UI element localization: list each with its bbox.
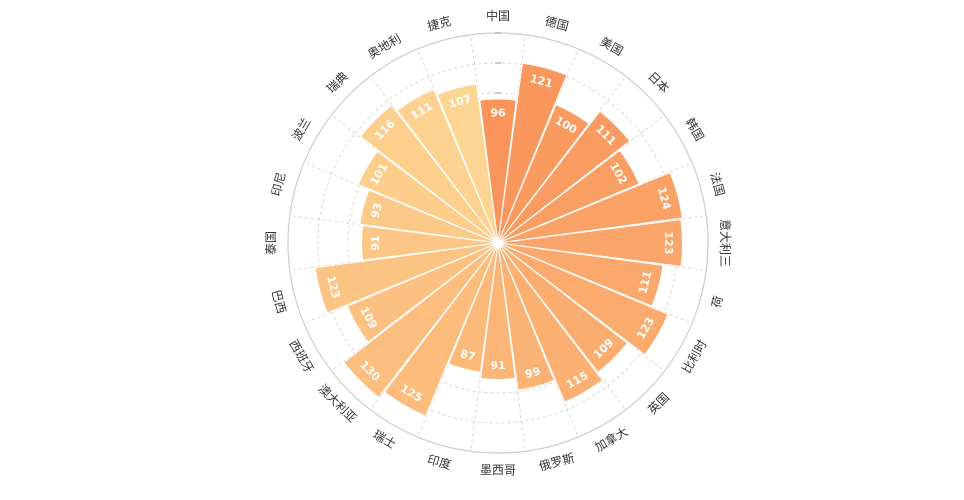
category-label: 印度 — [426, 451, 453, 472]
value-label: 87 — [459, 347, 477, 364]
bar-比利时 — [497, 242, 669, 356]
category-label: 墨西哥 — [480, 463, 516, 477]
bar-瑞典 — [359, 104, 499, 244]
bar-瑞士 — [383, 242, 499, 417]
category-label: 中国 — [486, 8, 510, 23]
category-label: 意大利三 — [718, 219, 733, 267]
category-label: 泰国 — [264, 231, 278, 255]
bar-荷 — [497, 242, 664, 307]
value-label: 96 — [490, 107, 506, 120]
bar-法国 — [497, 171, 683, 244]
bar-日本 — [497, 110, 631, 244]
center-dot — [496, 241, 500, 245]
bar-加拿大 — [497, 242, 604, 403]
bar-意大利三 — [497, 219, 683, 267]
bar-俄罗斯 — [497, 242, 555, 391]
category-label: 俄罗斯 — [538, 451, 576, 474]
category-label: 德国 — [543, 13, 570, 34]
bar-巴西 — [314, 242, 499, 314]
angular-gridline — [497, 215, 707, 244]
category-label: 巴西 — [269, 288, 289, 315]
value-label: 99 — [524, 365, 542, 382]
bar-德国 — [497, 62, 568, 244]
category-label: 印尼 — [269, 171, 289, 198]
bars-group — [314, 62, 683, 417]
category-label: 韩国 — [683, 115, 708, 143]
category-label: 法国 — [707, 171, 727, 198]
bar-奥地利 — [396, 88, 499, 244]
bar-西班牙 — [346, 242, 499, 343]
category-label: 荷 — [709, 294, 726, 309]
value-label: 123 — [662, 232, 675, 255]
bar-印度 — [447, 242, 499, 373]
value-label: 123 — [324, 274, 343, 300]
bar-澳大利亚 — [343, 242, 499, 398]
value-label: 93 — [369, 201, 386, 219]
value-label: 124 — [655, 186, 674, 212]
category-label: 波兰 — [289, 116, 313, 144]
bar-韩国 — [497, 149, 640, 244]
category-label: 瑞士 — [371, 428, 399, 452]
value-label: 111 — [636, 270, 655, 296]
value-label: 107 — [447, 92, 473, 111]
angular-gridline — [289, 242, 499, 271]
value-label: 121 — [529, 72, 555, 91]
bar-中国 — [479, 98, 517, 244]
category-label: 美国 — [598, 34, 626, 58]
bar-波兰 — [357, 150, 499, 244]
bar-泰国 — [361, 225, 499, 261]
category-label: 比利时 — [680, 337, 710, 375]
category-label: 日本 — [645, 69, 672, 96]
value-label: 91 — [369, 235, 382, 250]
angular-gridline — [470, 242, 499, 452]
bar-墨西哥 — [480, 242, 516, 380]
angular-gridline — [497, 242, 707, 271]
angular-gridline — [289, 215, 499, 244]
category-label: 西班牙 — [286, 337, 316, 375]
angular-gridline — [470, 34, 499, 244]
category-label: 澳大利亚 — [316, 382, 360, 426]
bar-捷克 — [436, 83, 499, 244]
category-label: 奥地利 — [365, 31, 403, 61]
bar-印尼 — [359, 189, 499, 244]
value-label: 91 — [490, 359, 505, 372]
bar-英国 — [497, 242, 629, 374]
bar-美国 — [497, 103, 590, 244]
category-label: 捷克 — [426, 14, 453, 34]
category-label: 英国 — [645, 390, 672, 417]
category-label: 瑞典 — [324, 69, 351, 96]
